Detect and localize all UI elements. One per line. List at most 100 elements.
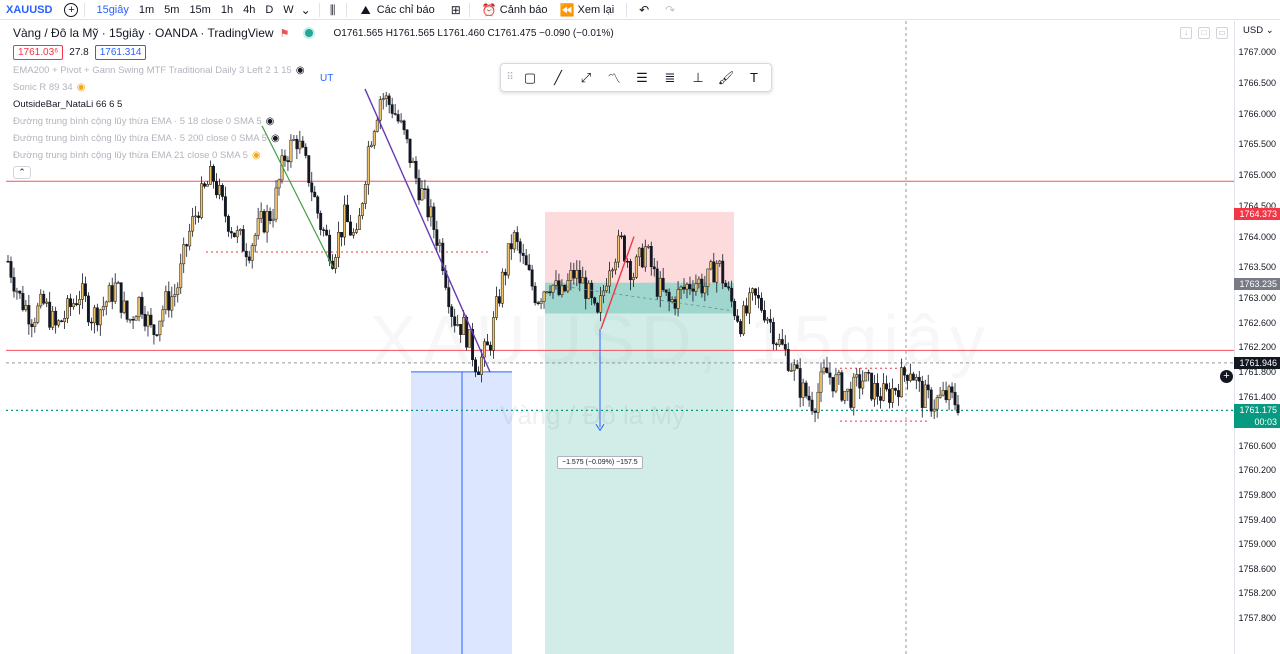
candle-body — [426, 188, 430, 218]
candle-body — [63, 318, 67, 323]
visibility-eye-icon[interactable]: ◉ — [265, 116, 275, 127]
measure-tool-icon[interactable]: ⊥ — [692, 69, 704, 85]
candle-body — [241, 229, 245, 252]
candle-type-icon[interactable]: ⫼ — [329, 2, 336, 17]
path-tool-icon[interactable]: 〽 — [607, 71, 621, 86]
visibility-eye-icon[interactable]: ◉ — [295, 65, 305, 76]
candle-body — [891, 388, 894, 403]
compare-plus-icon[interactable]: + — [64, 2, 79, 17]
interval-6[interactable]: D — [265, 3, 274, 16]
candle-body — [813, 410, 817, 413]
candle-body — [631, 277, 635, 281]
interval-0[interactable]: 15giây — [96, 3, 129, 16]
candle-body — [563, 284, 567, 292]
candle-body — [953, 392, 957, 406]
candle-body — [858, 374, 862, 389]
legend-title[interactable]: Vàng / Đô la Mỹ · 15giây · OANDA · Tradi… — [13, 26, 274, 40]
collapse-legend-button[interactable]: ⌃ — [13, 166, 31, 179]
candle-body — [86, 295, 90, 323]
candle-body — [625, 260, 629, 263]
candle-body — [542, 291, 546, 302]
interval-5[interactable]: 4h — [243, 3, 256, 16]
candle-body — [765, 318, 769, 321]
visibility-eye-icon[interactable]: ◉ — [76, 82, 86, 93]
fib-tool-icon[interactable]: ≣ — [664, 69, 676, 85]
interval-7[interactable]: W — [283, 3, 294, 16]
top-toolbar: XAUUSD + 15giây 1m 5m 15m 1h 4h D W ⌄ ⫼ ⛰ Các c… — [0, 0, 1280, 20]
candle-body — [870, 372, 874, 400]
visibility-eye-icon[interactable]: ◉ — [270, 133, 280, 144]
flag-icon[interactable]: ⚑ — [279, 27, 290, 40]
indicator-row[interactable]: Đường trung bình cộng lũy thừa EMA · 5 1… — [13, 115, 614, 128]
visibility-eye-icon[interactable]: ◉ — [251, 150, 261, 161]
candle-body — [679, 286, 683, 290]
candle-body — [66, 298, 70, 319]
line-tool-icon[interactable]: ╱ — [554, 69, 562, 85]
candle-body — [432, 206, 436, 230]
interval-1[interactable]: 1m — [138, 3, 155, 16]
redo-icon[interactable]: ↷ — [665, 2, 676, 17]
interval-3[interactable]: 15m — [189, 3, 211, 16]
candle-body — [548, 291, 552, 294]
candle-body — [170, 296, 174, 311]
price-tick-label: 1767.000 — [1238, 47, 1276, 57]
brush-tool-icon[interactable]: 🖌 — [717, 69, 735, 85]
indicators-button[interactable]: ⛰ Các chỉ báo — [353, 3, 441, 17]
candle-body — [372, 131, 376, 146]
rectangle-tool-icon[interactable]: ▢ — [523, 69, 537, 85]
price-tick-label: 1762.600 — [1238, 317, 1276, 328]
indicator-row[interactable]: EMA200 + Pivot + Gann Swing MTF Traditio… — [13, 64, 614, 77]
add-alert-plus-icon[interactable]: + — [1220, 370, 1233, 383]
maximize-pane-icon[interactable]: □ — [1198, 27, 1210, 39]
symbol-search[interactable]: XAUUSD + — [0, 0, 79, 20]
ask-price-button[interactable]: 1761.314 — [94, 45, 147, 60]
bid-price-button[interactable]: 1761.03⁶ — [13, 45, 64, 60]
candle-body — [518, 241, 522, 254]
symbol-label[interactable]: XAUUSD — [6, 3, 53, 16]
indicator-row[interactable]: Đường trung bình cộng lũy thừa EMA 21 cl… — [13, 149, 614, 162]
candle-body — [533, 285, 537, 303]
candle-body — [423, 188, 427, 190]
candle-body — [739, 321, 743, 335]
candle-body — [322, 229, 326, 231]
divider — [318, 2, 320, 17]
chevron-down-icon[interactable]: ⌄ — [300, 2, 311, 17]
candle-body — [596, 302, 600, 313]
price-scale[interactable]: USD ⌄ 1767.000 1766.500 1766.000 1765.500 17… — [1234, 21, 1280, 654]
undo-icon[interactable]: ↶ — [639, 2, 650, 17]
candle-body — [203, 183, 207, 187]
text-tool-icon[interactable]: T — [750, 70, 758, 85]
candle-body — [223, 196, 227, 217]
candle-body — [369, 144, 373, 148]
candle-body — [530, 269, 534, 287]
move-down-icon[interactable]: ↓ — [1180, 27, 1192, 39]
candle-body — [262, 211, 266, 233]
price-tick-label: 1760.200 — [1238, 465, 1276, 476]
pane-controls: ↓ □ ▭ — [1180, 27, 1228, 39]
candle-body — [155, 334, 159, 336]
interval-4[interactable]: 1h — [220, 3, 234, 16]
currency-label[interactable]: USD ⌄ — [1243, 25, 1274, 36]
candle-body — [244, 250, 248, 258]
replay-button[interactable]: ⏪ Xem lại — [554, 3, 621, 17]
alert-button[interactable]: ⏰ Cảnh báo — [476, 3, 554, 17]
candle-body — [110, 285, 114, 302]
drag-handle-icon[interactable]: ⠿ — [506, 72, 514, 83]
candle-body — [301, 140, 305, 148]
fullscreen-icon[interactable]: ▭ — [1216, 27, 1228, 39]
candle-body — [185, 244, 189, 247]
ray-tool-icon[interactable]: ⤢ — [580, 69, 592, 85]
templates-grid-icon[interactable]: ⊞ — [450, 2, 461, 17]
candle-body — [822, 367, 826, 373]
interval-2[interactable]: 5m — [164, 3, 180, 16]
indicator-row[interactable]: Sonic R 89 34 ◉ — [13, 81, 614, 94]
candle-body — [378, 99, 382, 121]
candle-body — [343, 204, 346, 238]
indicator-row[interactable]: OutsideBar_NataLi 66 6 5 — [13, 98, 614, 111]
parallel-channel-icon[interactable]: ☰ — [636, 69, 648, 85]
candle-body — [173, 294, 177, 297]
indicator-row[interactable]: Đường trung bình cộng lũy thừa EMA · 5 2… — [13, 132, 614, 145]
price-tick-label: 1764.000 — [1238, 231, 1276, 242]
entry-dashed-line — [559, 285, 731, 311]
